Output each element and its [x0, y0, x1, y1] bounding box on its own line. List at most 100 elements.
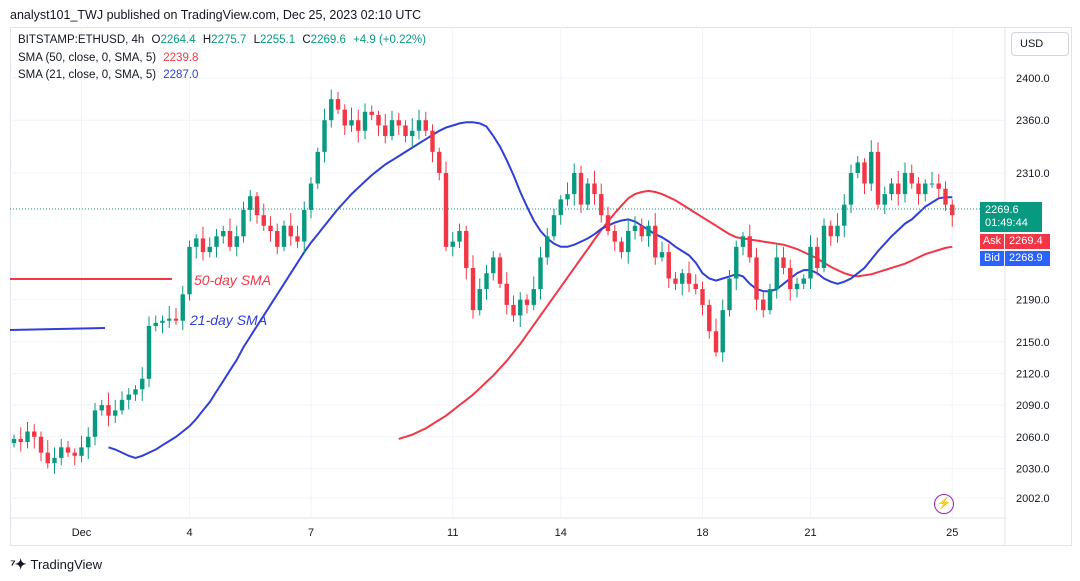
grid — [10, 27, 1005, 518]
candle-body — [342, 109, 347, 126]
candle-body — [423, 120, 428, 131]
candle-body — [639, 225, 644, 237]
price-tick-label: 2120.0 — [1016, 368, 1050, 380]
candle-body — [592, 183, 597, 195]
candle-body — [65, 447, 71, 453]
candle-body — [234, 236, 239, 247]
last-price-tag: 2269.6 01:49:44 — [980, 202, 1042, 232]
candle-body — [774, 257, 779, 290]
candle-body — [511, 304, 516, 316]
candle-body — [767, 289, 773, 311]
candle-body — [585, 183, 590, 205]
candle-body — [99, 405, 104, 411]
sma50-legend[interactable]: SMA (50, close, 0, SMA, 5) 2239.8 — [18, 52, 202, 64]
close-value: 2269.6 — [310, 34, 346, 46]
candle-body — [673, 278, 678, 284]
candle-body — [835, 225, 840, 237]
candle-body — [389, 120, 395, 137]
candle-body — [828, 225, 833, 237]
candle-body — [214, 236, 219, 247]
candle-body — [565, 194, 570, 200]
candle-body — [808, 246, 813, 279]
candle-body — [153, 322, 158, 326]
time-tick-label: 14 — [555, 527, 567, 539]
candle-body — [747, 236, 752, 258]
candle-body — [356, 120, 361, 131]
price-tick-label: 2360.0 — [1016, 115, 1050, 127]
candle-body — [25, 431, 30, 443]
candle-body — [38, 436, 44, 453]
candle-body — [59, 447, 64, 458]
candle-body — [659, 252, 665, 258]
candle-body — [241, 209, 246, 237]
candle-body — [11, 438, 17, 444]
footer: ⁷✦ TradingView — [10, 556, 102, 573]
candle-body — [187, 246, 192, 295]
candle-body — [92, 410, 98, 437]
candle-body — [504, 283, 509, 305]
high-value: 2275.7 — [211, 34, 247, 46]
candle-body — [160, 320, 165, 323]
candle-body — [261, 215, 266, 226]
candle-body — [646, 225, 651, 237]
candle-body — [612, 231, 617, 242]
candle-body — [18, 438, 23, 443]
candle-body — [315, 151, 320, 184]
candle-body — [740, 236, 746, 247]
candle-body — [464, 231, 469, 268]
candle-body — [200, 238, 206, 253]
candle-body — [288, 225, 293, 237]
candle-body — [329, 99, 334, 121]
candle-body — [194, 238, 199, 247]
chart-frame — [10, 27, 1072, 546]
candle-body — [754, 257, 759, 300]
flash-icon[interactable]: ⚡ — [934, 494, 954, 514]
candle-body — [842, 204, 847, 226]
sma50-line — [398, 189, 953, 440]
candle-body — [396, 120, 401, 126]
price-tick-label: 2090.0 — [1016, 400, 1050, 412]
candle-body — [815, 246, 820, 268]
candle-body — [666, 252, 671, 279]
sma21-legend[interactable]: SMA (21, close, 0, SMA, 5) 2287.0 — [18, 69, 202, 81]
bar-countdown: 01:49:44 — [985, 217, 1028, 229]
candle-body — [126, 394, 131, 400]
sma50-value: 2239.8 — [163, 52, 199, 64]
candle-body — [821, 225, 827, 268]
candle-body — [349, 120, 354, 126]
candle-body — [416, 120, 422, 131]
candle-body — [578, 172, 584, 205]
ask-price-tag: 2269.4 — [1005, 234, 1050, 249]
last-price-value: 2269.6 — [985, 204, 1019, 216]
candle-body — [923, 183, 928, 195]
candle-body — [950, 204, 955, 216]
candle-body — [599, 194, 604, 216]
candle-body — [119, 399, 125, 411]
symbol-label[interactable]: BITSTAMP:ETHUSD, 4h — [18, 34, 145, 46]
candle-body — [632, 225, 638, 232]
candle-body — [430, 130, 435, 152]
candle-body — [52, 457, 57, 464]
candle-body — [781, 257, 786, 268]
candle-body — [173, 318, 179, 321]
candle-body — [875, 151, 881, 205]
candle-body — [855, 162, 860, 173]
candle-body — [140, 378, 145, 390]
sma50-annotation: 50-day SMA — [194, 272, 271, 288]
candle-body — [761, 299, 766, 311]
candle-body — [619, 241, 624, 253]
candle-body — [788, 267, 793, 290]
candle-body — [869, 151, 874, 184]
price-tick-label: 2190.0 — [1016, 295, 1050, 307]
close-label: C — [302, 34, 311, 46]
currency-button[interactable]: USD — [1011, 32, 1069, 56]
footer-brand[interactable]: TradingView — [30, 557, 103, 572]
candle-body — [180, 294, 185, 321]
candle-body — [491, 257, 496, 274]
low-label: L — [253, 34, 260, 46]
candle-body — [410, 130, 415, 137]
candle-body — [700, 289, 705, 305]
candle-body — [403, 125, 408, 137]
candle-body — [322, 120, 327, 152]
